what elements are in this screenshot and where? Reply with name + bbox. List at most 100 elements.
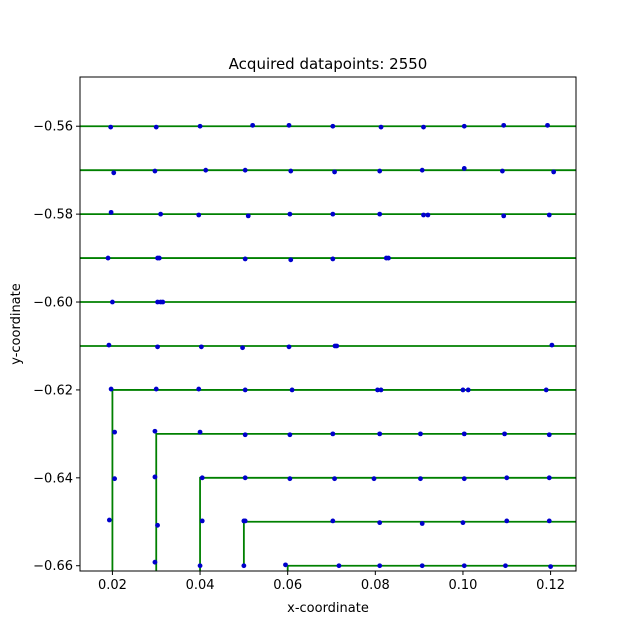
- data-point: [330, 123, 336, 129]
- data-point: [155, 344, 160, 350]
- data-point: [196, 212, 202, 218]
- data-point: [460, 520, 466, 526]
- data-point: [112, 476, 118, 482]
- x-tick-label: 0.06: [273, 578, 302, 593]
- data-point: [198, 344, 204, 350]
- data-point: [152, 168, 158, 174]
- data-point: [546, 518, 552, 524]
- y-tick-label: −0.60: [33, 296, 73, 311]
- data-point: [156, 255, 162, 261]
- data-point: [377, 520, 383, 526]
- data-point: [106, 342, 112, 348]
- data-point: [465, 387, 471, 393]
- data-point: [461, 476, 467, 482]
- data-point: [501, 122, 507, 128]
- data-point: [197, 429, 203, 435]
- plot-frame: [79, 76, 577, 572]
- data-point: [105, 255, 111, 261]
- y-tick-label: −0.58: [33, 208, 73, 223]
- data-point: [152, 428, 158, 434]
- x-tick-label: 0.12: [536, 578, 565, 593]
- data-point: [111, 170, 117, 176]
- data-point: [419, 563, 425, 569]
- data-point: [250, 122, 256, 128]
- data-point: [332, 476, 337, 482]
- data-point: [242, 167, 248, 173]
- data-point: [378, 387, 384, 393]
- data-point: [378, 124, 384, 130]
- data-point: [504, 518, 510, 524]
- y-tick-label: −0.56: [33, 120, 73, 135]
- data-point: [242, 432, 248, 438]
- plot-area: [80, 122, 576, 571]
- data-point: [242, 475, 248, 481]
- x-axis-label: x-coordinate: [287, 601, 369, 616]
- data-point: [546, 475, 552, 481]
- data-point: [197, 563, 203, 569]
- data-point: [197, 123, 203, 129]
- data-point: [461, 123, 467, 129]
- data-point: [330, 256, 336, 262]
- data-point: [418, 431, 423, 437]
- data-point: [330, 211, 336, 217]
- data-point: [502, 431, 507, 437]
- data-point: [289, 387, 295, 393]
- x-tick-label: 0.08: [361, 578, 390, 593]
- data-point: [504, 475, 510, 481]
- x-tick-label: 0.04: [186, 578, 215, 593]
- data-point: [110, 299, 115, 305]
- data-point: [336, 563, 342, 569]
- data-point: [330, 518, 336, 524]
- data-point: [546, 432, 552, 438]
- data-point: [503, 563, 508, 569]
- data-point: [152, 559, 158, 565]
- data-point: [418, 476, 423, 482]
- data-point: [158, 211, 164, 217]
- x-tick-label: 0.02: [98, 578, 127, 593]
- data-point: [196, 386, 202, 392]
- data-point: [371, 476, 377, 482]
- y-axis-label: y-coordinate: [9, 283, 24, 365]
- data-point: [377, 211, 383, 217]
- data-point: [287, 211, 293, 217]
- data-point: [203, 167, 209, 173]
- data-point: [288, 257, 294, 263]
- data-point: [287, 476, 293, 482]
- data-point: [377, 431, 383, 437]
- data-point: [112, 429, 118, 435]
- data-point: [152, 474, 158, 480]
- data-point: [419, 521, 425, 526]
- data-point: [199, 475, 205, 481]
- data-point: [386, 255, 391, 261]
- y-tick-label: −0.64: [33, 471, 73, 486]
- data-point: [330, 431, 336, 437]
- data-point: [287, 432, 293, 438]
- data-point: [160, 299, 166, 305]
- data-point: [461, 431, 467, 437]
- data-point: [501, 213, 507, 219]
- data-point: [242, 387, 248, 393]
- data-point: [546, 212, 552, 218]
- chart-title: Acquired datapoints: 2550: [229, 55, 428, 73]
- data-point: [283, 562, 288, 568]
- data-point: [545, 122, 550, 128]
- data-point: [155, 522, 160, 528]
- data-point: [421, 124, 426, 130]
- data-point: [460, 387, 466, 393]
- data-point: [242, 256, 248, 262]
- data-point: [108, 386, 114, 392]
- x-tick-label: 0.10: [448, 578, 477, 593]
- data-point: [286, 344, 292, 350]
- data-point: [421, 212, 426, 218]
- data-point: [499, 168, 505, 174]
- data-point: [543, 387, 549, 393]
- data-point: [551, 169, 557, 175]
- data-point: [461, 563, 467, 569]
- data-point: [332, 169, 337, 175]
- axes: 0.02 0.04 0.06 0.08 0.10 0.12 −0.56 −0.58 −0.60 −…: [33, 76, 577, 593]
- data-point: [548, 564, 553, 569]
- y-tick-label: −0.62: [33, 383, 73, 398]
- data-point: [241, 563, 247, 569]
- data-point: [549, 342, 555, 348]
